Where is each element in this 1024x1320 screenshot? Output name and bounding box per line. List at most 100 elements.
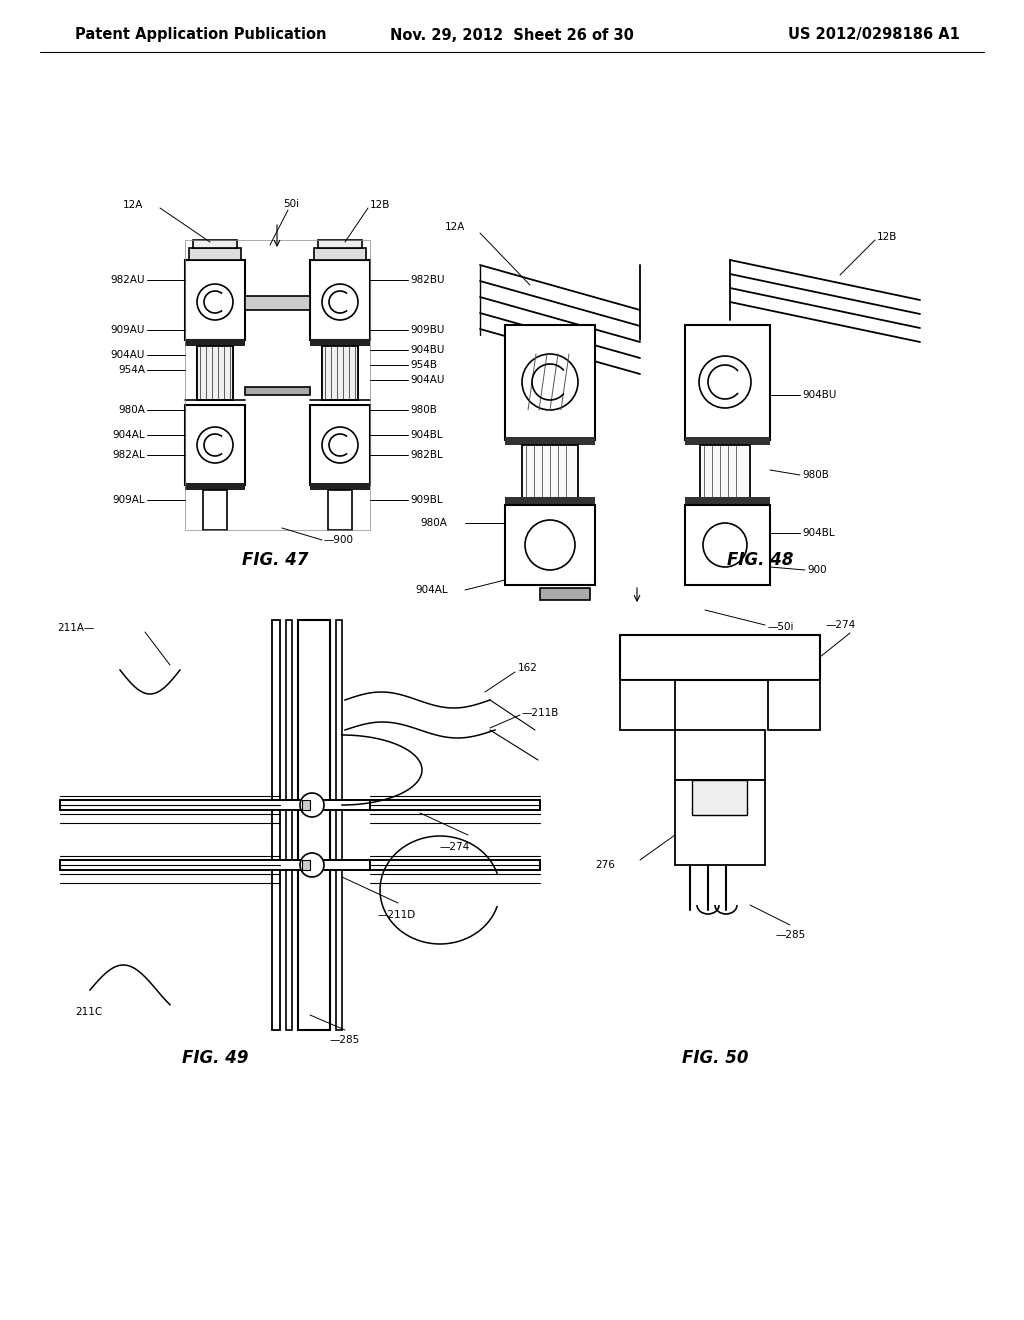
Text: 982BL: 982BL <box>410 450 442 459</box>
Bar <box>203 490 227 531</box>
Text: —274: —274 <box>440 842 470 851</box>
Text: 909AU: 909AU <box>111 325 145 335</box>
Bar <box>197 346 233 400</box>
Circle shape <box>699 356 751 408</box>
Text: 909BU: 909BU <box>410 325 444 335</box>
Text: 12B: 12B <box>370 201 390 210</box>
Bar <box>185 405 245 484</box>
Bar <box>245 387 310 395</box>
Bar <box>245 296 310 310</box>
Text: Nov. 29, 2012  Sheet 26 of 30: Nov. 29, 2012 Sheet 26 of 30 <box>390 28 634 42</box>
Bar <box>685 498 770 506</box>
Bar <box>540 587 590 601</box>
Text: 909BL: 909BL <box>410 495 442 506</box>
Bar <box>685 437 770 445</box>
Bar <box>302 861 310 870</box>
Text: 980B: 980B <box>802 470 828 480</box>
Bar <box>700 445 750 500</box>
Bar <box>505 498 595 506</box>
Bar <box>768 680 820 730</box>
Bar <box>189 248 241 260</box>
Text: 276: 276 <box>595 861 614 870</box>
Text: —211B: —211B <box>522 708 559 718</box>
Text: —274: —274 <box>825 620 855 630</box>
Bar <box>685 325 770 440</box>
Bar <box>193 240 237 248</box>
Bar <box>197 346 233 400</box>
Text: FIG. 48: FIG. 48 <box>727 550 794 569</box>
Bar <box>322 346 358 400</box>
Text: US 2012/0298186 A1: US 2012/0298186 A1 <box>788 28 961 42</box>
Text: Patent Application Publication: Patent Application Publication <box>75 28 327 42</box>
Bar <box>328 490 352 531</box>
Text: 900: 900 <box>807 565 826 576</box>
Bar <box>685 506 770 585</box>
Bar <box>298 620 330 1030</box>
Text: —50i: —50i <box>767 622 794 632</box>
Circle shape <box>525 520 575 570</box>
Bar <box>272 620 280 1030</box>
Bar <box>60 800 370 810</box>
Text: 980A: 980A <box>420 517 446 528</box>
Bar <box>370 861 540 870</box>
Bar <box>197 346 233 400</box>
Bar <box>185 483 245 490</box>
Text: —900: —900 <box>324 535 354 545</box>
Circle shape <box>300 793 324 817</box>
Text: 12A: 12A <box>123 201 143 210</box>
Text: 982AL: 982AL <box>113 450 145 459</box>
Bar <box>322 346 358 400</box>
Bar <box>675 780 765 865</box>
Bar <box>310 483 370 490</box>
Bar <box>314 248 366 260</box>
Text: FIG. 47: FIG. 47 <box>242 550 308 569</box>
Bar <box>318 240 362 248</box>
Text: —211D: —211D <box>378 909 416 920</box>
Text: 982BU: 982BU <box>410 275 444 285</box>
Text: 162: 162 <box>518 663 538 673</box>
Bar <box>675 730 765 780</box>
Bar <box>620 635 820 680</box>
Bar <box>286 620 292 1030</box>
Bar <box>310 260 370 341</box>
Text: 904AL: 904AL <box>113 430 145 440</box>
Text: 982AU: 982AU <box>111 275 145 285</box>
Text: —285: —285 <box>775 931 805 940</box>
Bar <box>185 339 245 346</box>
Bar <box>310 339 370 346</box>
Text: 954A: 954A <box>118 366 145 375</box>
Bar <box>505 506 595 585</box>
Text: 904BU: 904BU <box>802 389 837 400</box>
Circle shape <box>300 853 324 876</box>
Text: 904BU: 904BU <box>410 345 444 355</box>
Text: 980B: 980B <box>410 405 437 414</box>
Text: FIG. 50: FIG. 50 <box>682 1049 749 1067</box>
Bar <box>185 260 245 341</box>
Bar <box>302 800 310 810</box>
Text: 904AU: 904AU <box>410 375 444 385</box>
Text: 904BL: 904BL <box>802 528 835 539</box>
Text: —285: —285 <box>330 1035 360 1045</box>
Bar <box>336 620 342 1030</box>
Bar <box>505 437 595 445</box>
Text: 904BL: 904BL <box>410 430 442 440</box>
Bar <box>370 800 540 810</box>
Text: 980A: 980A <box>118 405 145 414</box>
Bar <box>692 780 746 814</box>
Bar <box>60 861 370 870</box>
Bar <box>322 346 358 400</box>
Text: 909AL: 909AL <box>113 495 145 506</box>
Bar <box>505 325 595 440</box>
Text: 211A—: 211A— <box>57 623 95 634</box>
Text: FIG. 49: FIG. 49 <box>181 1049 248 1067</box>
Bar <box>620 680 675 730</box>
Text: 50i: 50i <box>283 199 299 209</box>
Circle shape <box>703 523 746 568</box>
Text: 12B: 12B <box>877 232 897 242</box>
Text: 904AU: 904AU <box>111 350 145 360</box>
Bar <box>310 405 370 484</box>
Bar <box>522 445 578 500</box>
Bar <box>185 240 370 531</box>
Text: 904AL: 904AL <box>415 585 447 595</box>
Circle shape <box>522 354 578 411</box>
